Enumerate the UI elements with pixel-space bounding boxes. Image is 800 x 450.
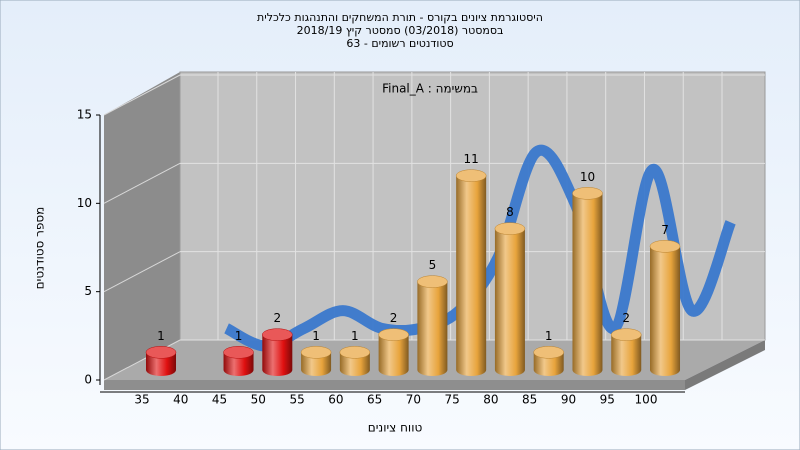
value-label: 5	[429, 258, 437, 272]
bar-cap	[300, 346, 332, 359]
bar-cap	[145, 346, 177, 359]
grid-line	[103, 162, 181, 204]
left-wall	[104, 72, 180, 380]
chart-subtitle: סטודנטים רשומים - 63	[346, 37, 453, 50]
value-label: 2	[622, 311, 630, 325]
bar	[611, 334, 642, 376]
value-label: 2	[390, 311, 398, 325]
value-label: 10	[580, 170, 595, 184]
value-label: 1	[545, 329, 553, 343]
floor-edge	[104, 380, 685, 390]
bar	[417, 281, 448, 376]
bar-cap	[494, 222, 526, 235]
bar-cap	[572, 187, 603, 200]
bar-cap	[223, 346, 254, 359]
y-axis-label: מספר סטודנטים	[33, 207, 47, 290]
x-tick-label: 60	[328, 393, 343, 407]
floor-side	[685, 340, 765, 390]
x-tick-label: 100	[635, 393, 658, 407]
y-tick-label: 10	[77, 196, 92, 210]
y-tick-label: 15	[77, 108, 92, 122]
x-tick-label: 75	[445, 393, 460, 407]
grid-line	[103, 251, 181, 293]
value-label: 8	[506, 205, 514, 219]
trend-ribbon	[224, 144, 736, 352]
annotation: במשימה : Final_A	[382, 82, 478, 96]
bar	[533, 352, 564, 376]
bar	[223, 352, 254, 376]
bar	[456, 175, 487, 376]
x-tick-label: 70	[406, 393, 421, 407]
bar	[262, 334, 293, 376]
bar	[572, 193, 603, 376]
bar-cap	[262, 328, 293, 341]
bar	[650, 246, 681, 376]
x-tick-label: 40	[173, 393, 188, 407]
bar-cap	[378, 328, 409, 341]
grid-line	[103, 74, 181, 116]
x-tick-label: 85	[522, 393, 537, 407]
value-label: 7	[661, 223, 669, 237]
bar	[494, 228, 525, 376]
value-label: 1	[351, 329, 359, 343]
bar	[339, 352, 370, 376]
bar-cap	[649, 240, 681, 253]
bar	[146, 352, 176, 376]
x-tick-label: 65	[367, 393, 382, 407]
x-tick-label: 80	[483, 393, 498, 407]
chart-subtitle: בסמסטר (03/2018) סמסטר קיץ 2018/19	[297, 24, 504, 37]
value-label: 2	[273, 311, 281, 325]
x-tick-label: 90	[561, 393, 576, 407]
bar	[378, 334, 409, 376]
bar	[301, 352, 332, 376]
bar-cap	[610, 328, 642, 341]
value-label: 1	[235, 329, 243, 343]
x-tick-label: 95	[600, 393, 615, 407]
value-label: 11	[464, 152, 479, 166]
x-tick-label: 50	[251, 393, 266, 407]
y-tick-label: 5	[84, 284, 92, 298]
bar-cap	[339, 346, 371, 359]
x-tick-label: 45	[212, 393, 227, 407]
x-axis-label: טווח ציונים	[368, 421, 423, 435]
bar-cap	[417, 275, 448, 288]
x-tick-label: 55	[289, 393, 304, 407]
chart-title: היסטוגרמת ציונים בקורס - תורת המשחקים וה…	[257, 11, 543, 24]
value-label: 1	[312, 329, 320, 343]
value-label: 1	[157, 329, 165, 343]
bar-cap	[533, 346, 564, 359]
x-tick-label: 35	[134, 393, 149, 407]
y-tick-label: 0	[84, 373, 92, 387]
bar-cap	[455, 169, 487, 182]
